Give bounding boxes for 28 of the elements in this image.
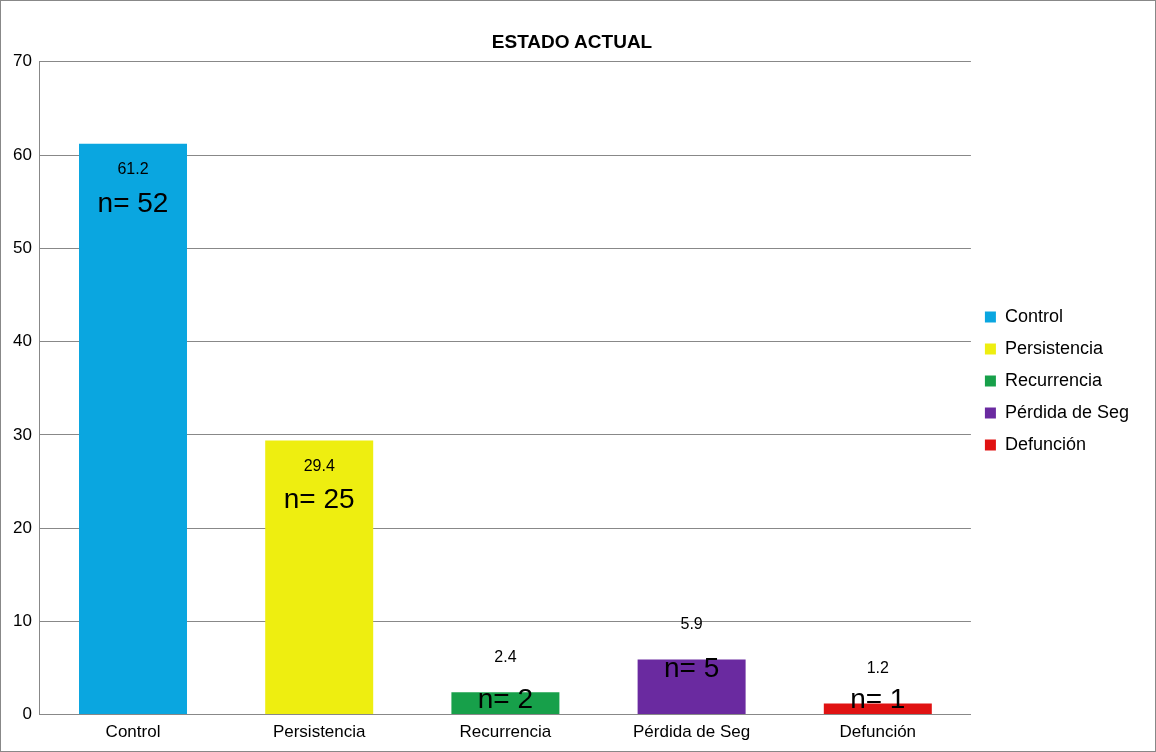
data-label: 5.9: [680, 614, 703, 632]
annotation: n= 2: [477, 682, 534, 714]
y-tick-label: 0: [22, 704, 32, 724]
data-label: 61.2: [117, 160, 149, 178]
data-label: 2.4: [494, 647, 517, 665]
y-tick-label: 20: [12, 517, 32, 537]
y-tick-label: 30: [12, 424, 32, 444]
data-label: 29.4: [303, 456, 335, 474]
y-tick-label: 60: [12, 144, 32, 164]
data-label: 1.2: [866, 658, 890, 676]
x-tick-label: Defunción: [839, 722, 917, 742]
annotation: n= 5: [663, 652, 720, 684]
x-tick-label: Recurrencia: [459, 722, 552, 742]
y-tick-label: 10: [12, 611, 32, 631]
y-tick-label: 40: [12, 331, 32, 351]
x-tick-label: Persistencia: [272, 722, 367, 742]
legend-label: Control: [1004, 305, 1063, 326]
legend-label: Persistencia: [1004, 337, 1104, 358]
annotation: n= 52: [97, 186, 169, 218]
legend-label: Recurrencia: [1004, 369, 1103, 390]
annotation: n= 25: [283, 483, 355, 515]
y-tick-label: 70: [12, 51, 32, 71]
y-tick-label: 50: [12, 238, 32, 257]
legend-label: Defunción: [1004, 433, 1086, 454]
x-tick-label: Control: [105, 722, 161, 742]
chart-title: ESTADO ACTUAL: [491, 30, 653, 52]
legend-label: Pérdida de Seg: [1004, 401, 1129, 422]
x-tick-label: Pérdida de Seg: [633, 722, 751, 742]
